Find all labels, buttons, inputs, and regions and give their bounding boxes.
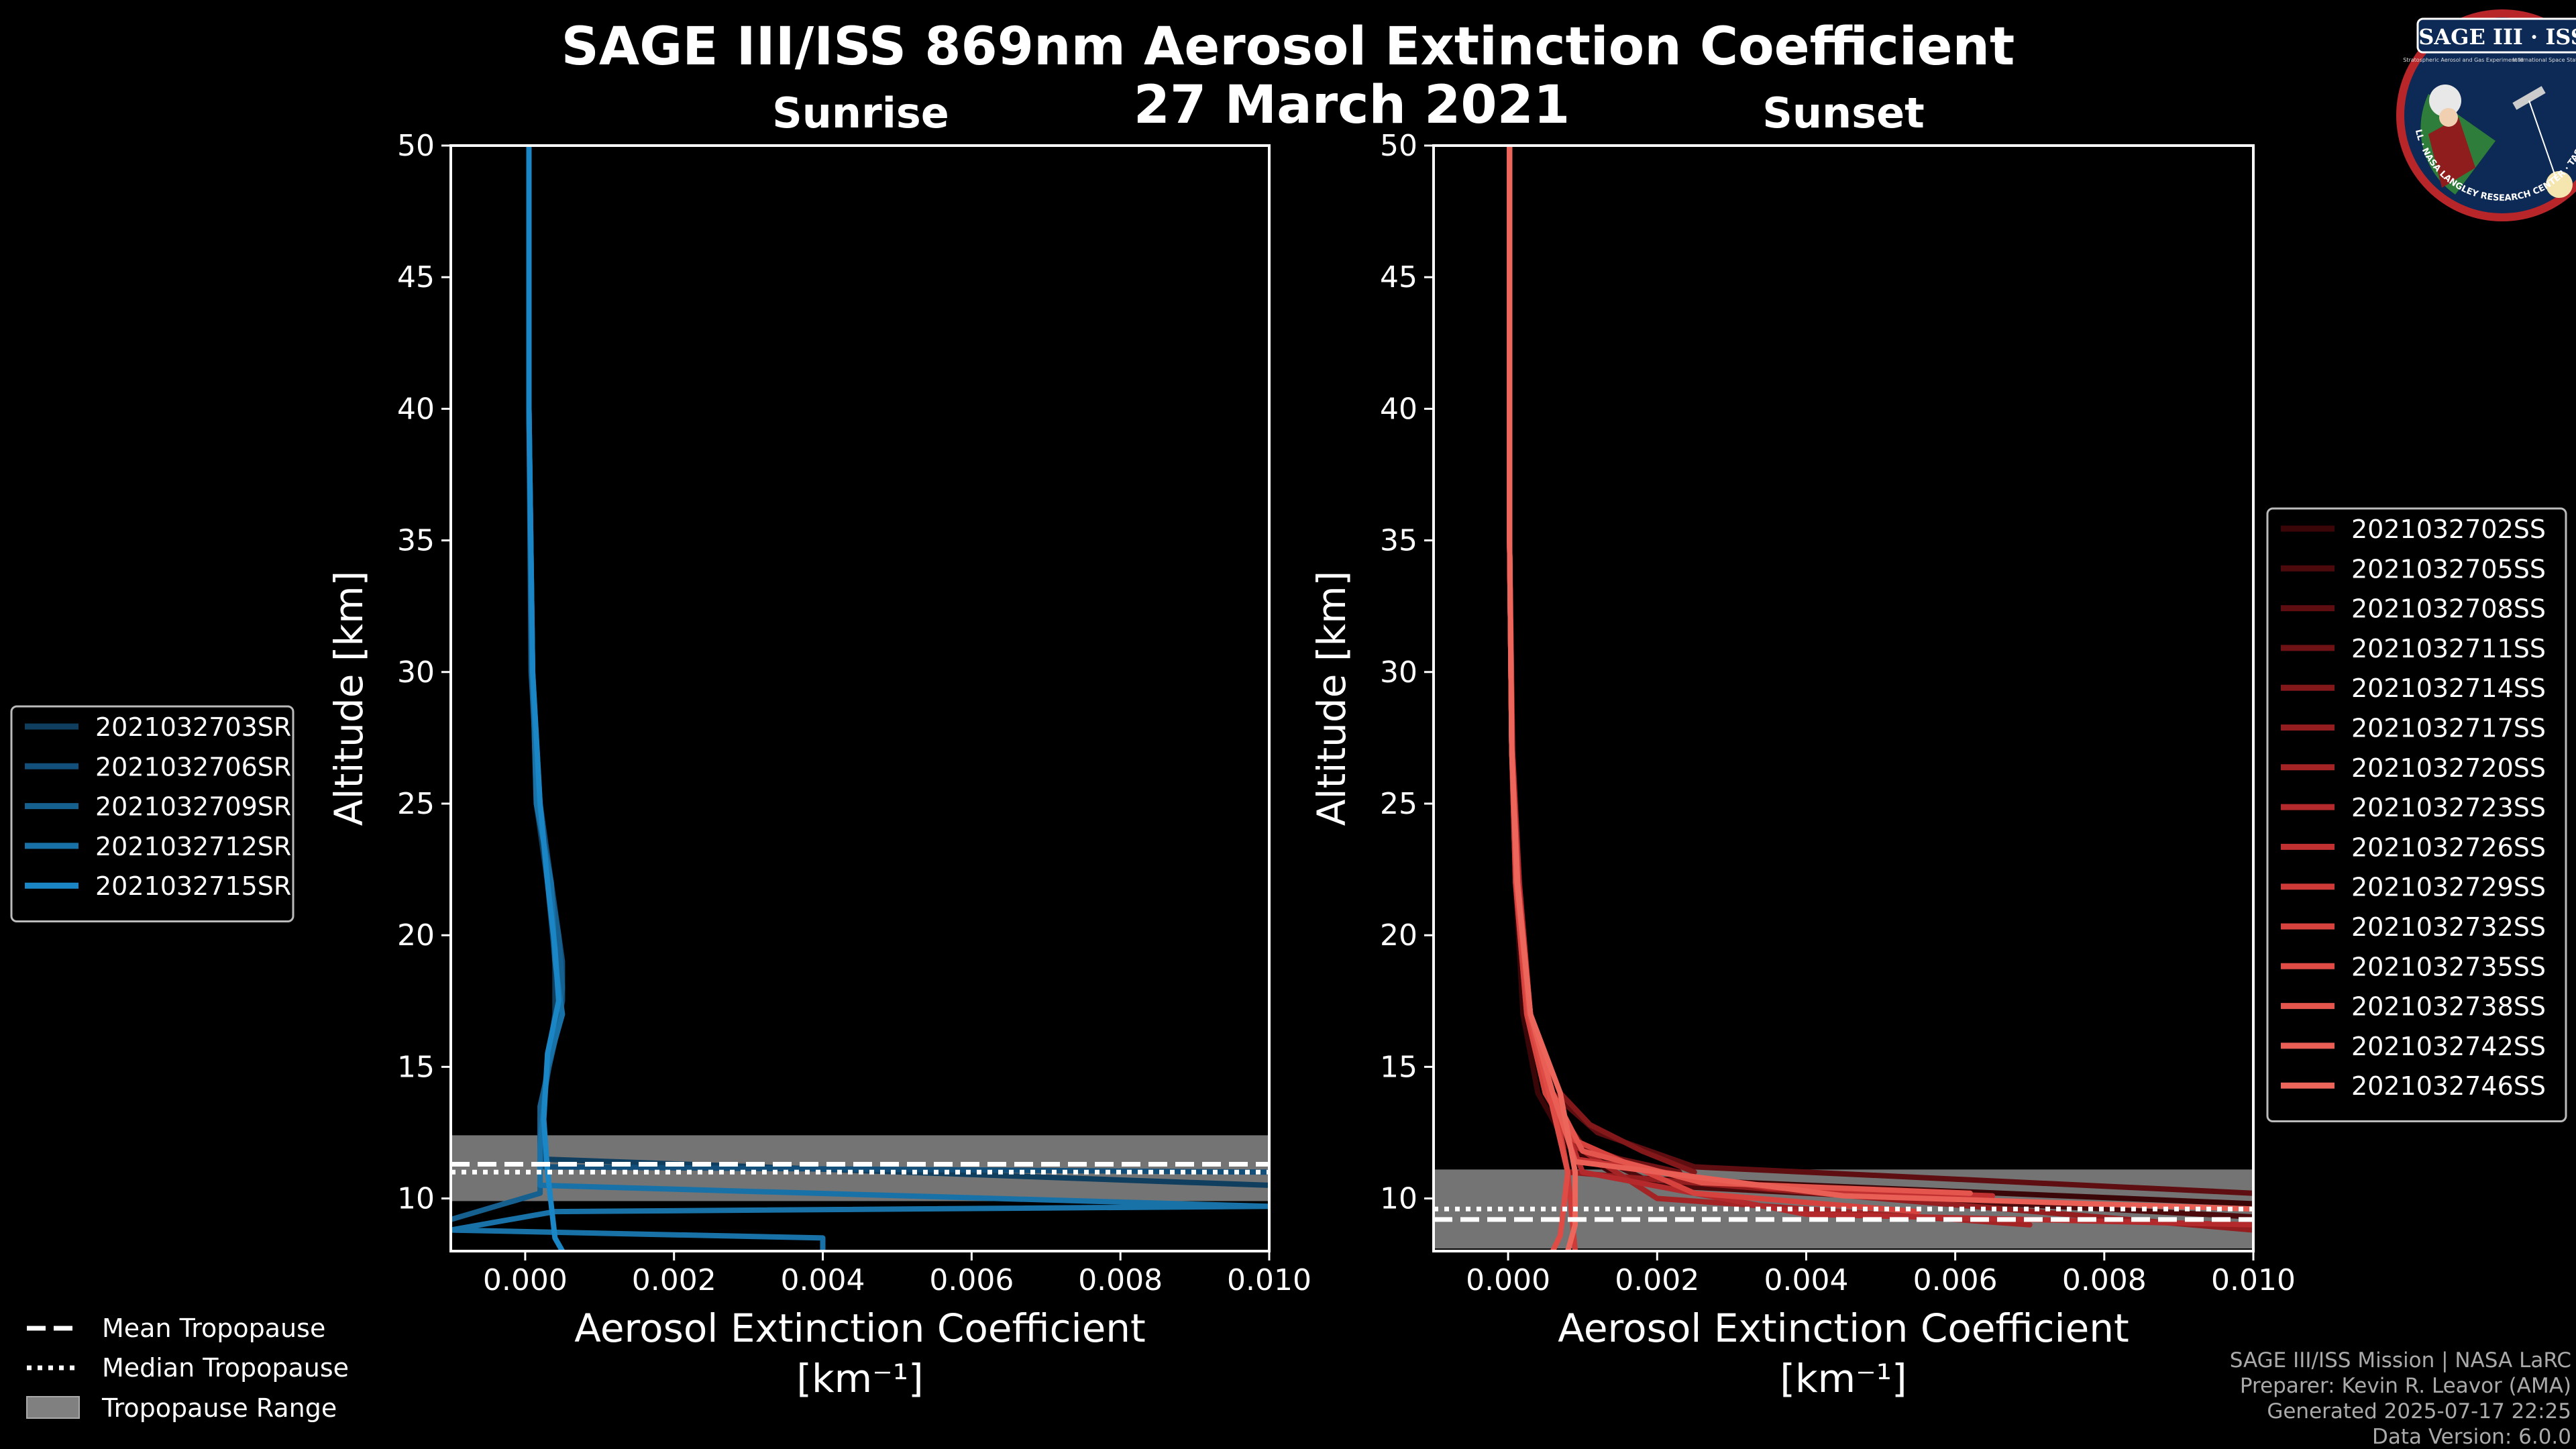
sunrise-legend: 2021032703SR 2021032706SR 2021032709SR 2021… (10, 705, 294, 922)
sunrise-legend-label: 2021032715SR (95, 871, 291, 901)
patch-moon-icon (2429, 85, 2461, 117)
sunset-panel-title: Sunset (1762, 89, 1925, 138)
sunset-legend-label: 2021032720SS (2351, 753, 2546, 783)
patch-banner (2416, 17, 2576, 54)
sunset-legend-label: 2021032702SS (2351, 515, 2546, 544)
sunrise-x-tick-label: 0.006 (929, 1263, 1014, 1297)
sunset-y-axis-label: Altitude [km] (1309, 571, 1354, 826)
credit-data-version: Data Version: 6.0.0 (2372, 1425, 2571, 1449)
credit-generated: Generated 2025-07-17 22:25 (2267, 1399, 2571, 1424)
sunset-legend-label: 2021032714SS (2351, 674, 2546, 703)
sunset-legend: 2021032702SS 2021032705SS 2021032708SS 2021… (2266, 507, 2567, 1122)
sunrise-x-tick-label: 0.010 (1227, 1263, 1311, 1297)
sunset-y-tick-label: 40 (1380, 392, 1417, 426)
sunrise-legend-label: 2021032703SR (95, 712, 291, 742)
sunrise-plot-area (451, 146, 1269, 1251)
sunset-x-tick-label: 0.000 (1466, 1263, 1550, 1297)
tropopause-range-swatch (26, 1396, 80, 1419)
sunset-x-tick-label: 0.010 (2211, 1263, 2296, 1297)
patch-figure-robe-icon (2428, 117, 2475, 188)
sunrise-y-tick-label: 15 (397, 1050, 435, 1084)
sunset-x-tick-label: 0.004 (1764, 1263, 1848, 1297)
sunset-legend-label: 2021032717SS (2351, 714, 2546, 743)
sunset-x-tick-label: 0.006 (1913, 1263, 1998, 1297)
sunset-plot-frame (1432, 144, 2255, 1252)
sunset-y-tick-label: 25 (1380, 787, 1417, 821)
patch-iss-icon (2512, 86, 2546, 110)
sunset-x-axis-label: Aerosol Extinction Coefficient (1558, 1305, 2129, 1351)
tropopause-range-label: Tropopause Range (101, 1393, 337, 1423)
sunrise-legend-box (10, 705, 294, 922)
sunrise-y-tick-label: 35 (397, 524, 435, 558)
patch-beam-icon (2528, 100, 2557, 178)
sunset-y-tick-label: 45 (1380, 260, 1417, 294)
sunset-plot-area (1434, 146, 2253, 1251)
patch-subtitle-right: International Space Station (2513, 57, 2576, 63)
sunrise-x-axis-label: Aerosol Extinction Coefficient (574, 1305, 1146, 1351)
sunrise-x-axis-unit: [km⁻¹] (796, 1356, 923, 1401)
sunset-y-tick-label: 50 (1380, 129, 1417, 163)
sunset-y-tick-label: 20 (1380, 918, 1417, 953)
credits: SAGE III/ISS Mission | NASA LaRC Prepare… (2230, 1348, 2571, 1449)
patch-banner-text: SAGE III · ISS (2418, 24, 2576, 50)
sunset-legend-label: 2021032746SS (2351, 1071, 2546, 1101)
sunset-x-tick-label: 0.002 (1615, 1263, 1699, 1297)
sunrise-x-tick-label: 0.002 (632, 1263, 716, 1297)
sunrise-y-tick-label: 25 (397, 787, 435, 821)
sunset-legend-box (2266, 507, 2567, 1122)
sunrise-y-tick-label: 45 (397, 260, 435, 294)
sunset-legend-label: 2021032732SS (2351, 912, 2546, 942)
series-line-2021032715SR (526, 146, 566, 1251)
sunset-legend-label: 2021032742SS (2351, 1032, 2546, 1061)
figure-date: 27 March 2021 (1134, 75, 1570, 136)
sunrise-y-tick-label: 20 (397, 918, 435, 953)
sunrise-x-tick-label: 0.000 (483, 1263, 568, 1297)
sunset-legend-label: 2021032711SS (2351, 634, 2546, 663)
sunset-legend-label: 2021032705SS (2351, 554, 2546, 584)
sunrise-y-axis-label: Altitude [km] (326, 571, 372, 826)
sunrise-y-tick-label: 40 (397, 392, 435, 426)
sunset-y-tick-label: 10 (1380, 1182, 1417, 1216)
sunset-legend-label: 2021032726SS (2351, 833, 2546, 862)
sunrise-x-tick-label: 0.004 (781, 1263, 865, 1297)
sunrise-y-tick-label: 30 (397, 655, 435, 690)
credit-preparer: Preparer: Kevin R. Leavor (AMA) (2240, 1374, 2571, 1398)
sunset-legend-label: 2021032723SS (2351, 793, 2546, 822)
sunset-x-tick-label: 0.008 (2062, 1263, 2147, 1297)
sunrise-legend-label: 2021032706SR (95, 752, 291, 782)
mean-tropopause-label: Mean Tropopause (102, 1313, 325, 1343)
sunrise-y-tick-label: 50 (397, 129, 435, 163)
sunrise-series-group (451, 146, 1269, 1251)
sunrise-y-tick-label: 10 (397, 1182, 435, 1216)
patch-subtitle-left: Stratospheric Aerosol and Gas Experiment… (2403, 57, 2523, 63)
sunset-legend-label: 2021032729SS (2351, 873, 2546, 902)
tropopause-legend: Mean Tropopause Median Tropopause Tropop… (26, 1313, 349, 1423)
sunset-legend-label: 2021032735SS (2351, 952, 2546, 981)
patch-sun-icon (2546, 171, 2573, 198)
sunrise-panel: 0.000 0.002 0.004 0.006 0.008 0.010 10 15 20 25 30… (326, 89, 1311, 1401)
sunrise-plot-frame (449, 144, 1271, 1252)
sunset-y-tick-label: 30 (1380, 655, 1417, 690)
sunset-y-tick-label: 35 (1380, 524, 1417, 558)
sunset-x-axis-unit: [km⁻¹] (1780, 1356, 1907, 1401)
sunset-legend-label: 2021032738SS (2351, 992, 2546, 1022)
credit-mission: SAGE III/ISS Mission | NASA LaRC (2230, 1348, 2571, 1373)
patch-figure-head-icon (2439, 108, 2458, 127)
median-tropopause-label: Median Tropopause (102, 1353, 349, 1383)
figure-title: SAGE III/ISS 869nm Aerosol Extinction Co… (561, 17, 2015, 77)
sunset-y-tick-label: 15 (1380, 1050, 1417, 1084)
sunrise-legend-label: 2021032709SR (95, 792, 291, 822)
sunrise-x-tick-label: 0.008 (1078, 1263, 1163, 1297)
sunrise-panel-title: Sunrise (772, 89, 949, 138)
sunset-legend-label: 2021032708SS (2351, 594, 2546, 624)
sunrise-legend-label: 2021032712SR (95, 832, 291, 861)
sunset-panel: 0.000 0.002 0.004 0.006 0.008 0.010 10 15 20 25 30… (1309, 89, 2296, 1401)
